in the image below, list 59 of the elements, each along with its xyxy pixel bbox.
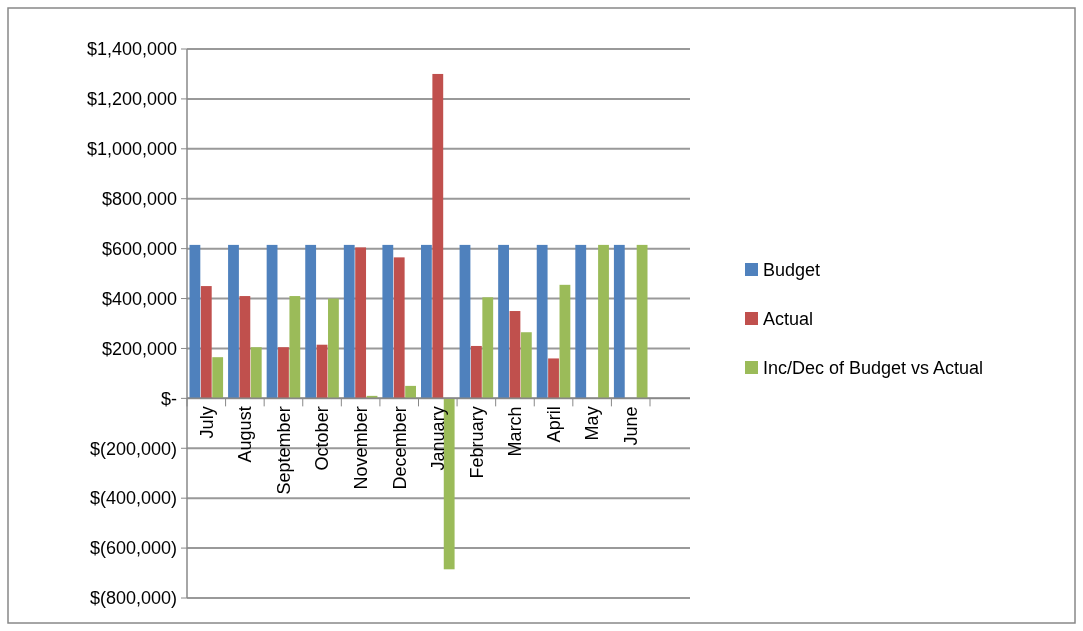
bar xyxy=(548,358,559,399)
bar xyxy=(328,298,339,399)
x-tick-label: April xyxy=(543,406,564,443)
bar xyxy=(200,286,212,399)
x-tick-label: May xyxy=(582,406,603,441)
y-tick-label: $400,000 xyxy=(101,288,177,309)
bar xyxy=(432,73,444,399)
y-tick-label: $(200,000) xyxy=(89,438,177,459)
bar xyxy=(250,347,262,399)
bar xyxy=(212,357,224,399)
legend-label: Budget xyxy=(763,260,821,281)
bar xyxy=(305,244,317,399)
y-tick-label: $- xyxy=(160,388,177,409)
bar xyxy=(289,296,301,399)
x-tick-label: July xyxy=(196,406,217,439)
y-tick-label: $800,000 xyxy=(101,189,177,210)
bar xyxy=(355,247,367,399)
y-tick-label: $(600,000) xyxy=(89,538,177,559)
y-tick-label: $(400,000) xyxy=(89,488,177,509)
x-tick-label: January xyxy=(428,406,449,471)
bar xyxy=(421,244,432,399)
bar xyxy=(598,244,609,399)
y-tick-label: $1,000,000 xyxy=(86,139,177,160)
bar xyxy=(405,385,416,399)
y-tick-label: $1,200,000 xyxy=(86,89,177,110)
x-tick-label: August xyxy=(235,406,256,463)
bar xyxy=(189,244,201,399)
bar xyxy=(509,311,521,399)
y-tick-label: $(800,000) xyxy=(89,588,177,609)
bar xyxy=(459,244,471,399)
x-tick-label: October xyxy=(312,406,333,471)
x-tick-label: December xyxy=(389,406,410,490)
bar xyxy=(575,244,587,399)
bar xyxy=(482,297,494,399)
bar xyxy=(613,244,625,399)
legend-label: Inc/Dec of Budget vs Actual xyxy=(763,358,984,379)
y-tick-label: $200,000 xyxy=(101,338,177,359)
bar xyxy=(636,244,648,399)
bar xyxy=(393,257,405,399)
bar xyxy=(228,244,239,399)
x-tick-label: March xyxy=(505,406,526,457)
legend-label: Actual xyxy=(763,309,814,330)
bar xyxy=(498,244,509,399)
bar xyxy=(266,244,278,399)
bar xyxy=(278,347,289,399)
x-tick-label: September xyxy=(273,406,294,495)
x-tick-label: June xyxy=(621,406,642,446)
x-tick-label: November xyxy=(350,406,371,490)
bar xyxy=(382,244,394,399)
y-tick-label: $600,000 xyxy=(101,238,177,259)
x-tick-label: February xyxy=(466,406,487,479)
bar xyxy=(470,345,482,399)
bar xyxy=(343,244,355,399)
bar xyxy=(316,344,328,399)
bar xyxy=(239,296,251,399)
bar xyxy=(559,284,571,399)
bar xyxy=(536,244,548,399)
bar xyxy=(520,332,532,399)
y-tick-label: $1,400,000 xyxy=(86,39,177,60)
